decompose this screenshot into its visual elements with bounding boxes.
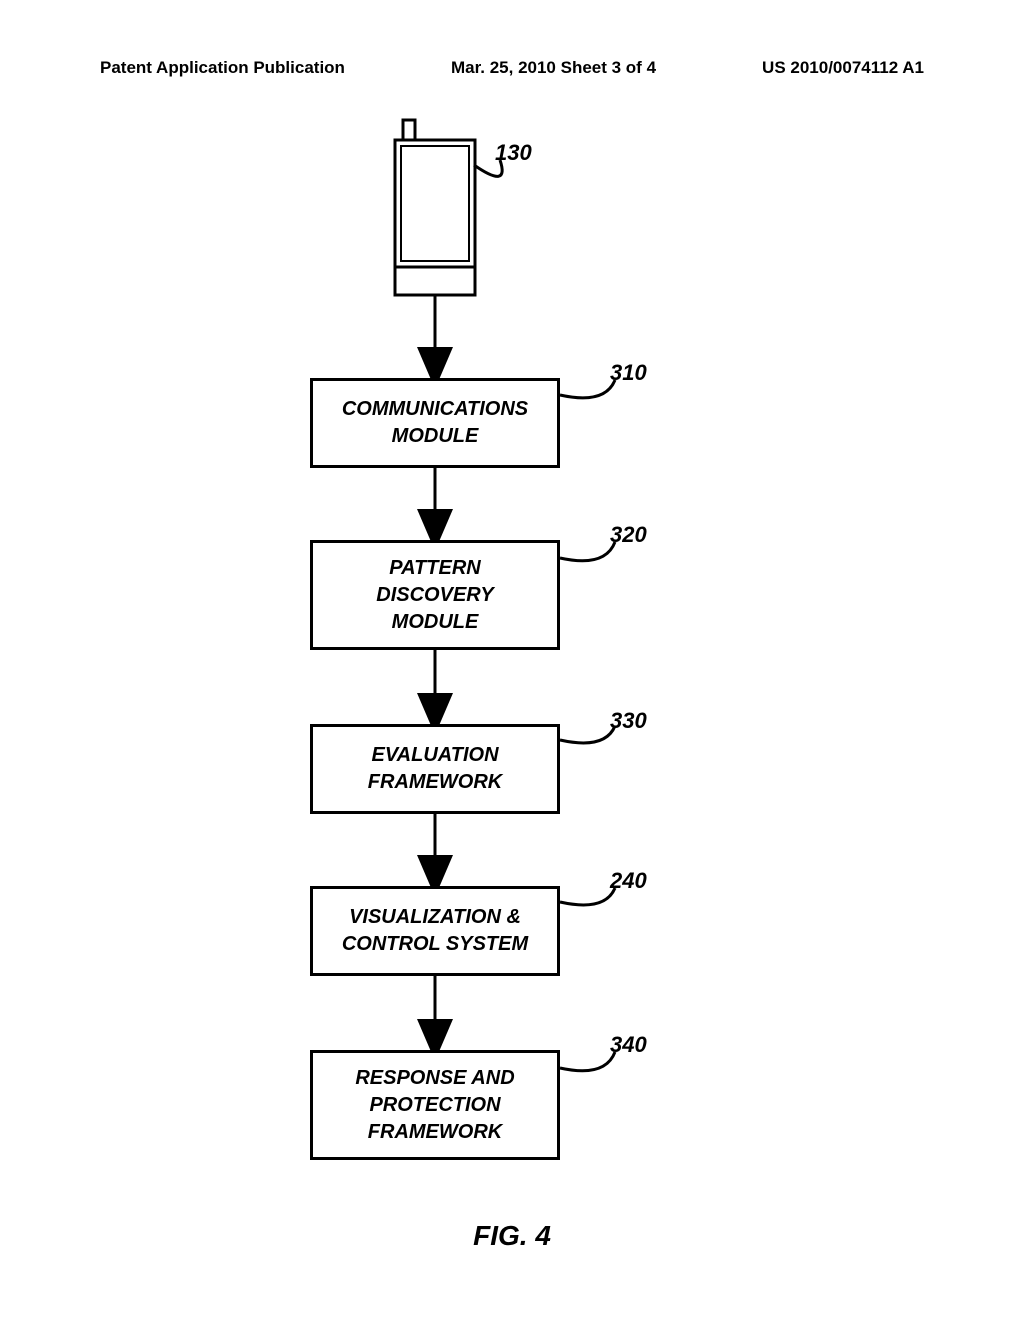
reference-number: 310 — [610, 360, 647, 386]
leader-line — [560, 380, 615, 398]
leader-line — [560, 888, 615, 905]
flowchart-box: COMMUNICATIONSMODULE — [310, 378, 560, 468]
box-label-line: MODULE — [392, 423, 479, 450]
box-label-line: VISUALIZATION & — [349, 904, 521, 931]
leader-line — [560, 1052, 615, 1071]
header-center: Mar. 25, 2010 Sheet 3 of 4 — [451, 58, 656, 78]
reference-number: 320 — [610, 522, 647, 548]
box-label-line: PATTERN — [389, 555, 480, 582]
flowchart-box: VISUALIZATION &CONTROL SYSTEM — [310, 886, 560, 976]
box-label-line: COMMUNICATIONS — [342, 396, 528, 423]
leader-line — [560, 726, 615, 743]
diagram-svg — [0, 110, 1024, 1210]
box-label-line: FRAMEWORK — [368, 769, 502, 796]
box-label-line: FRAMEWORK — [368, 1119, 502, 1146]
box-label-line: CONTROL SYSTEM — [342, 931, 528, 958]
box-label-line: DISCOVERY — [376, 582, 493, 609]
header-right: US 2010/0074112 A1 — [762, 58, 924, 78]
flowchart-diagram: 130310320330240340COMMUNICATIONSMODULEPA… — [0, 110, 1024, 1210]
box-label-line: EVALUATION — [371, 742, 498, 769]
header-left: Patent Application Publication — [100, 58, 345, 78]
reference-number: 340 — [610, 1032, 647, 1058]
page-header: Patent Application Publication Mar. 25, … — [0, 58, 1024, 78]
figure-label: FIG. 4 — [0, 1220, 1024, 1252]
box-label-line: RESPONSE AND — [355, 1065, 514, 1092]
box-label-line: MODULE — [392, 609, 479, 636]
reference-number: 130 — [495, 140, 532, 166]
flowchart-box: RESPONSE ANDPROTECTIONFRAMEWORK — [310, 1050, 560, 1160]
reference-number: 240 — [610, 868, 647, 894]
phone-icon — [395, 120, 475, 295]
flowchart-box: PATTERNDISCOVERYMODULE — [310, 540, 560, 650]
box-label-line: PROTECTION — [369, 1092, 500, 1119]
reference-number: 330 — [610, 708, 647, 734]
leader-line — [560, 542, 615, 561]
flowchart-box: EVALUATIONFRAMEWORK — [310, 724, 560, 814]
